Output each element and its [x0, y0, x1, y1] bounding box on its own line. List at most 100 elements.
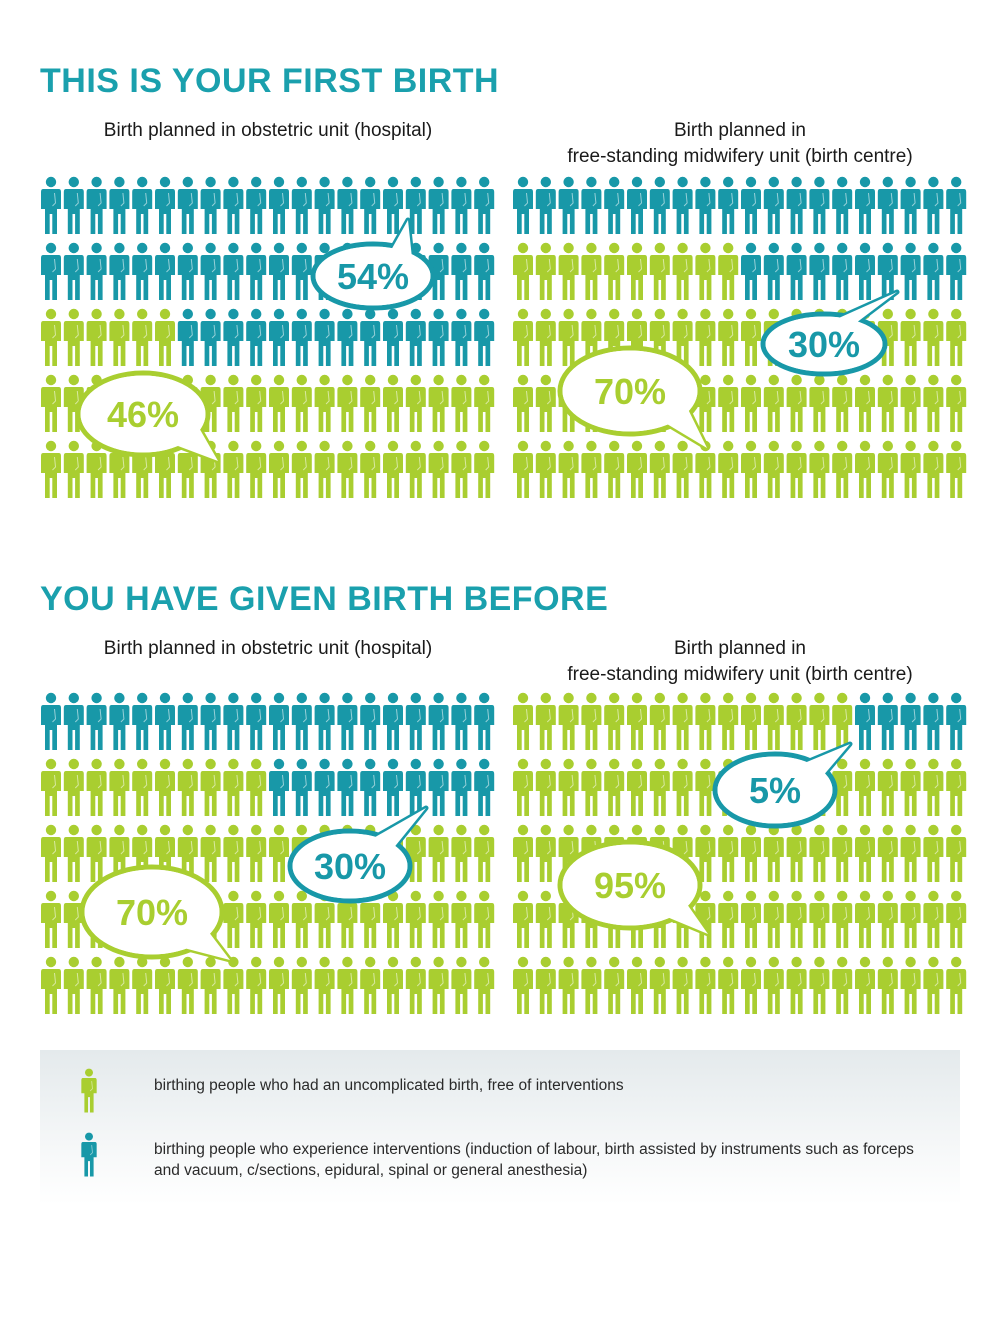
- person-icon-uncomplicated: [923, 374, 944, 432]
- bubble-tail-fill: [832, 292, 897, 326]
- person-icon-interventions: [109, 692, 130, 750]
- person-icon-uncomplicated: [428, 824, 449, 882]
- person-icon-uncomplicated: [86, 824, 107, 882]
- person-icon-uncomplicated: [223, 758, 244, 816]
- panel-title-line-2: free-standing midwifery unit (birth cent…: [567, 664, 913, 685]
- person-icon-interventions: [451, 758, 472, 816]
- person-icon-uncomplicated: [200, 956, 221, 1014]
- person-icon-uncomplicated: [177, 956, 198, 1014]
- person-icon-interventions: [405, 692, 426, 750]
- person-icon-uncomplicated: [86, 956, 107, 1014]
- person-icon-uncomplicated: [246, 758, 267, 816]
- person-icon-uncomplicated: [832, 692, 853, 750]
- person-icon: [81, 1068, 97, 1113]
- person-icon-interventions: [672, 176, 693, 234]
- person-icon-uncomplicated: [405, 890, 426, 948]
- speech-bubble-interventions: 30%: [760, 289, 900, 377]
- person-icon-uncomplicated: [900, 440, 921, 498]
- person-icon-interventions: [337, 758, 358, 816]
- person-icon-uncomplicated: [558, 956, 579, 1014]
- person-icon-uncomplicated: [269, 824, 289, 882]
- person-icon-interventions: [223, 308, 244, 366]
- person-icon-interventions: [695, 176, 716, 234]
- person-icon-interventions: [63, 692, 84, 750]
- person-icon-uncomplicated: [627, 440, 647, 498]
- person-icon-uncomplicated: [558, 308, 579, 366]
- person-icon-uncomplicated: [604, 440, 625, 498]
- person-icon-interventions: [649, 176, 670, 234]
- person-icon-interventions: [86, 692, 107, 750]
- person-icon-interventions: [513, 176, 533, 234]
- percentage-label: 30%: [314, 846, 386, 887]
- person-icon-uncomplicated: [718, 440, 739, 498]
- waffle-chart-hospital-given-birth: 30% 70%: [41, 692, 495, 1014]
- person-icon-interventions: [223, 176, 244, 234]
- person-icon-uncomplicated: [428, 956, 449, 1014]
- person-icon-uncomplicated: [855, 440, 875, 498]
- person-icon-uncomplicated: [855, 956, 875, 1014]
- person-icon-interventions: [246, 308, 267, 366]
- person-icon-interventions: [269, 242, 289, 300]
- legend: birthing people who had an uncomplicated…: [40, 1050, 960, 1205]
- person-icon-uncomplicated: [581, 440, 602, 498]
- person-icon-uncomplicated: [855, 824, 875, 882]
- person-icon-uncomplicated: [246, 890, 267, 948]
- person-icon-uncomplicated: [513, 440, 533, 498]
- person-icon-uncomplicated: [718, 308, 739, 366]
- panel-title-birth-centre-first: Birth planned in free-standing midwifery…: [512, 118, 968, 170]
- bubble-fill: [562, 350, 698, 432]
- section-title-first-birth: THIS IS YOUR FIRST BIRTH: [40, 62, 500, 100]
- person-icon-interventions: [291, 308, 312, 366]
- person-icon-uncomplicated: [291, 956, 312, 1014]
- person-icon-interventions: [132, 242, 153, 300]
- person-icon-uncomplicated: [451, 374, 472, 432]
- person-icon-interventions: [763, 176, 784, 234]
- person-icon-uncomplicated: [269, 890, 289, 948]
- person-icon-uncomplicated: [900, 374, 921, 432]
- person-icon-uncomplicated: [786, 824, 807, 882]
- person-icon-uncomplicated: [786, 890, 807, 948]
- person-icon-uncomplicated: [63, 440, 84, 498]
- person-icon-uncomplicated: [786, 374, 807, 432]
- person-icon-interventions: [269, 758, 289, 816]
- person-icon-uncomplicated: [649, 956, 670, 1014]
- person-icon-interventions: [383, 176, 403, 234]
- person-icon-uncomplicated: [741, 890, 761, 948]
- person-icon-uncomplicated: [923, 758, 944, 816]
- person-icon-uncomplicated: [695, 890, 716, 948]
- person-icon-interventions: [337, 176, 358, 234]
- person-icon-uncomplicated: [718, 824, 739, 882]
- percentage-label: 70%: [594, 371, 666, 412]
- person-icon-uncomplicated: [86, 758, 107, 816]
- pictogram-grid: [513, 176, 967, 498]
- person-icon-uncomplicated: [946, 890, 967, 948]
- person-icon-interventions: [900, 242, 921, 300]
- panel-title-line-2: Birth planned in obstetric unit (hospita…: [103, 638, 433, 659]
- person-icon-uncomplicated: [763, 890, 784, 948]
- person-icon-interventions: [155, 176, 175, 234]
- person-icon-uncomplicated: [246, 374, 267, 432]
- person-icon-uncomplicated: [513, 308, 533, 366]
- panel-title-hospital-before: Birth planned in obstetric unit (hospita…: [40, 636, 496, 662]
- person-icon-uncomplicated: [877, 890, 898, 948]
- person-icon-uncomplicated: [535, 824, 556, 882]
- person-icon-interventions: [923, 176, 944, 234]
- person-icon-interventions: [832, 176, 853, 234]
- person-icon-uncomplicated: [474, 374, 495, 432]
- person-icon-uncomplicated: [291, 890, 312, 948]
- person-icon-uncomplicated: [535, 692, 556, 750]
- person-icon-uncomplicated: [923, 440, 944, 498]
- person-icon-uncomplicated: [900, 890, 921, 948]
- person-icon-interventions: [109, 176, 130, 234]
- person-icon-uncomplicated: [428, 374, 449, 432]
- person-icon-uncomplicated: [535, 242, 556, 300]
- person-icon-uncomplicated: [763, 374, 784, 432]
- person-icon-uncomplicated: [741, 956, 761, 1014]
- speech-bubble-uncomplicated: 70%: [557, 345, 710, 451]
- person-icon-interventions: [269, 692, 289, 750]
- person-icon-uncomplicated: [763, 440, 784, 498]
- person-icon-uncomplicated: [809, 374, 830, 432]
- person-icon-uncomplicated: [604, 692, 625, 750]
- bubble-tail-fill: [180, 927, 230, 960]
- person-icon: [81, 1132, 97, 1177]
